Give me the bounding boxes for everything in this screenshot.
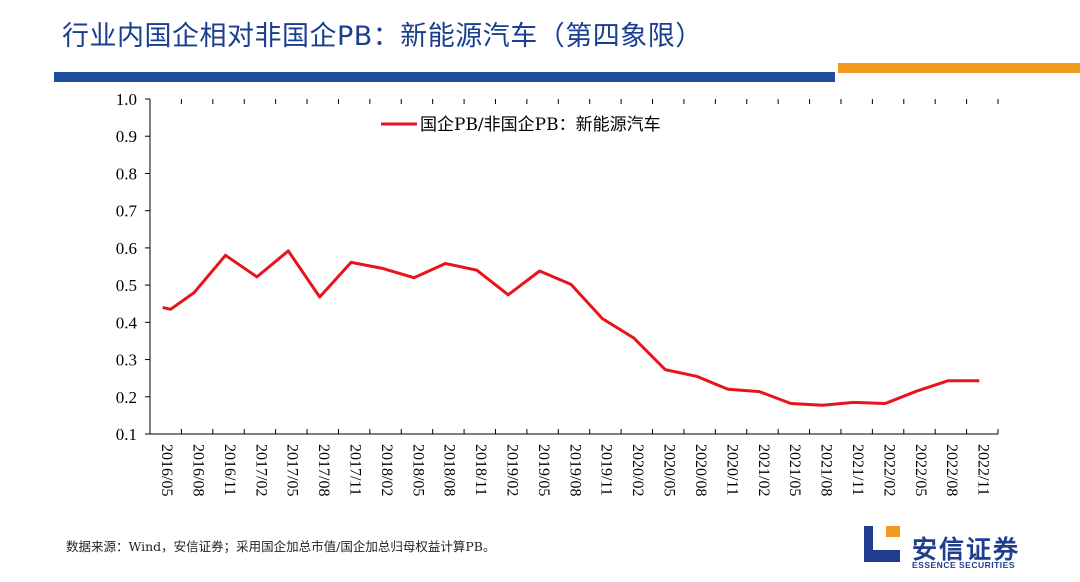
logo-text-cn: 安信证券	[912, 535, 1021, 564]
y-tick-label: 0.1	[116, 425, 137, 444]
y-tick-label: 0.2	[116, 388, 137, 407]
x-tick-label: 2016/11	[221, 444, 238, 496]
y-tick-label: 0.4	[116, 313, 138, 332]
x-tick-label: 2017/05	[284, 444, 301, 496]
x-tick-label: 2019/08	[566, 444, 583, 496]
x-tick-label: 2016/08	[189, 444, 206, 496]
y-tick-label: 0.8	[116, 164, 137, 183]
x-tick-label: 2022/02	[880, 444, 897, 496]
x-tick-label: 2019/05	[535, 444, 552, 496]
x-tick-label: 2020/11	[723, 444, 740, 496]
x-tick-label: 2022/05	[912, 444, 929, 496]
x-tick-label: 2016/05	[158, 444, 175, 496]
x-tick-label: 2020/08	[692, 444, 709, 496]
x-tick-label: 2021/05	[786, 444, 803, 496]
series-line	[162, 249, 980, 407]
legend-label: 国企PB/非国企PB：新能源汽车	[420, 115, 661, 135]
header-bar-blue	[54, 72, 835, 82]
company-logo: 安信证券 ESSENCE SECURITIES	[864, 526, 1074, 576]
legend: 国企PB/非国企PB：新能源汽车	[381, 115, 661, 135]
x-tick-label: 2021/08	[818, 444, 835, 496]
x-tick-label: 2018/11	[472, 444, 489, 496]
logo-mark-icon	[864, 526, 900, 562]
x-axis: 2016/05 2016/08 2016/11 2017/02 2017/05 2017/…	[149, 99, 999, 496]
x-tick-label: 2018/08	[441, 444, 458, 496]
x-tick-label: 2022/11	[975, 444, 992, 496]
series-layer	[162, 249, 980, 407]
y-tick-label: 1.0	[116, 90, 137, 109]
y-axis: 0.1 0.2 0.3 0.4 0.5 0.6 0.7 0.8 0.9 1.0	[116, 90, 151, 444]
y-tick-label: 0.9	[116, 127, 137, 146]
x-tick-label: 2017/02	[252, 444, 269, 496]
x-tick-label: 2017/08	[315, 444, 332, 496]
x-tick-label: 2019/11	[598, 444, 615, 496]
x-tick-label: 2019/02	[504, 444, 521, 496]
y-tick-label: 0.7	[116, 202, 138, 221]
x-tick-label: 2017/11	[346, 444, 363, 496]
x-tick-label: 2021/11	[849, 444, 866, 496]
x-tick-label: 2018/02	[378, 444, 395, 496]
x-tick-label: 2020/05	[661, 444, 678, 496]
header-bar-orange	[838, 63, 1080, 73]
data-source-note: 数据来源：Wind，安信证券；采用国企加总市值/国企加总归母权益计算PB。	[66, 539, 496, 554]
x-tick-label: 2018/05	[409, 444, 426, 496]
x-tick-label: 2021/02	[755, 444, 772, 496]
y-tick-label: 0.5	[116, 276, 137, 295]
y-tick-label: 0.3	[116, 351, 137, 370]
x-tick-label: 2020/02	[629, 444, 646, 496]
x-tick-label: 2022/08	[943, 444, 960, 496]
logo-text-en: ESSENCE SECURITIES	[912, 560, 1015, 570]
y-tick-label: 0.6	[116, 239, 137, 258]
page-title: 行业内国企相对非国企PB：新能源汽车（第四象限）	[62, 21, 703, 52]
